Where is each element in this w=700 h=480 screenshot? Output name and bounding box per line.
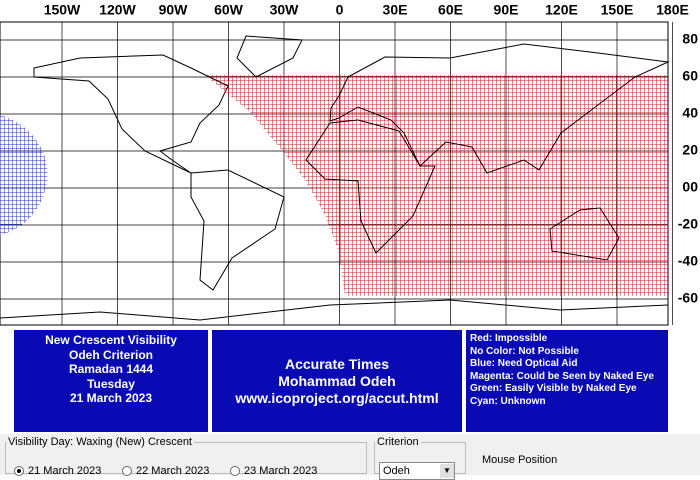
greenland [236, 35, 303, 78]
latitude-label: -80 [678, 327, 698, 330]
longitude-label: 30E [383, 2, 408, 18]
dropdown-arrow[interactable]: ▼ [440, 464, 454, 478]
latitude-label: -20 [678, 216, 698, 232]
latitude-label: 60 [682, 68, 698, 84]
longitude-label: 90E [494, 2, 519, 18]
longitude-label: 30W [270, 2, 300, 18]
coastlines [0, 35, 670, 321]
select-value: Odeh [383, 465, 410, 477]
north-america [33, 54, 229, 174]
longitude-label: 150W [44, 2, 81, 18]
latitude-label: 80 [682, 31, 698, 47]
radio-option[interactable]: 22 March 2023 [122, 465, 209, 477]
info-line: 21 March 2023 [69, 391, 153, 405]
latitude-label: -60 [678, 290, 698, 306]
longitude-label: 120E [545, 2, 578, 18]
legend-box: Red: Impossible No Color: Not Possible Blu… [466, 330, 668, 432]
latitude-label: -40 [678, 253, 698, 269]
africa [305, 119, 436, 254]
info-line: www.icoproject.org/accut.html [235, 390, 439, 406]
criterion-select[interactable]: Odeh ▼ [379, 462, 455, 480]
radio-option[interactable]: 21 March 2023 [14, 465, 101, 477]
criterion-group: Criterion Odeh ▼ [374, 436, 466, 480]
info-line: Mohammad Odeh [278, 373, 396, 389]
latitude-label: 20 [682, 142, 698, 158]
longitude-label: 60W [214, 2, 244, 18]
info-line: Blue: Need Optical Aid [470, 358, 578, 370]
optical-aid-zone [0, 115, 48, 235]
group-label: Visibility Day: Waxing (New) Crescent [8, 436, 192, 448]
info-line: Ramadan 1444 [68, 362, 154, 376]
latitude-label: 40 [682, 105, 698, 121]
radio-label: 22 March 2023 [136, 465, 210, 477]
visibility-day-group: Visibility Day: Waxing (New) Crescent 21… [5, 436, 367, 477]
summary-box: New Crescent Visibility Odeh Criterion Ram… [14, 330, 208, 432]
antarctica [0, 299, 669, 321]
info-line: Cyan: Unknown [470, 395, 546, 407]
info-line: No Color: Not Possible [470, 345, 579, 357]
radio-option[interactable]: 23 March 2023 [230, 465, 317, 477]
group-label: Criterion [377, 436, 419, 448]
australia [549, 207, 620, 261]
longitude-label: 90W [159, 2, 189, 18]
radio-label: 23 March 2023 [244, 465, 318, 477]
mouse-position: Mouse Position [482, 454, 558, 466]
latitude-label: 00 [682, 179, 698, 195]
longitude-label: 60E [438, 2, 463, 18]
info-line: Odeh Criterion [68, 347, 153, 362]
credits-box: Accurate Times Mohammad Odeh www.icoprojec… [212, 330, 462, 432]
impossible-zone [205, 75, 668, 296]
south-america [190, 169, 285, 291]
radio-label: 21 March 2023 [28, 465, 102, 477]
longitude-label: 150E [601, 2, 634, 18]
longitude-label: 120W [99, 2, 136, 18]
info-line: New Crescent Visibility [45, 333, 177, 347]
longitude-label: 0 [336, 2, 344, 18]
info-line: Green: Easily Visible by Naked Eye [470, 383, 637, 395]
map: 150W 120W 90W 60W 30W 0 30E 60E 90E 120E 150E 180E … [0, 2, 698, 330]
info-line: Accurate Times [284, 356, 389, 372]
eurasia [329, 43, 670, 174]
info-line: Tuesday [87, 376, 135, 391]
info-line: Magenta: Could be Seen by Naked Eye [470, 370, 654, 382]
info-line: Red: Impossible [470, 333, 548, 344]
longitude-label: 180E [656, 2, 689, 18]
control-panel: Visibility Day: Waxing (New) Crescent 21… [0, 434, 700, 480]
